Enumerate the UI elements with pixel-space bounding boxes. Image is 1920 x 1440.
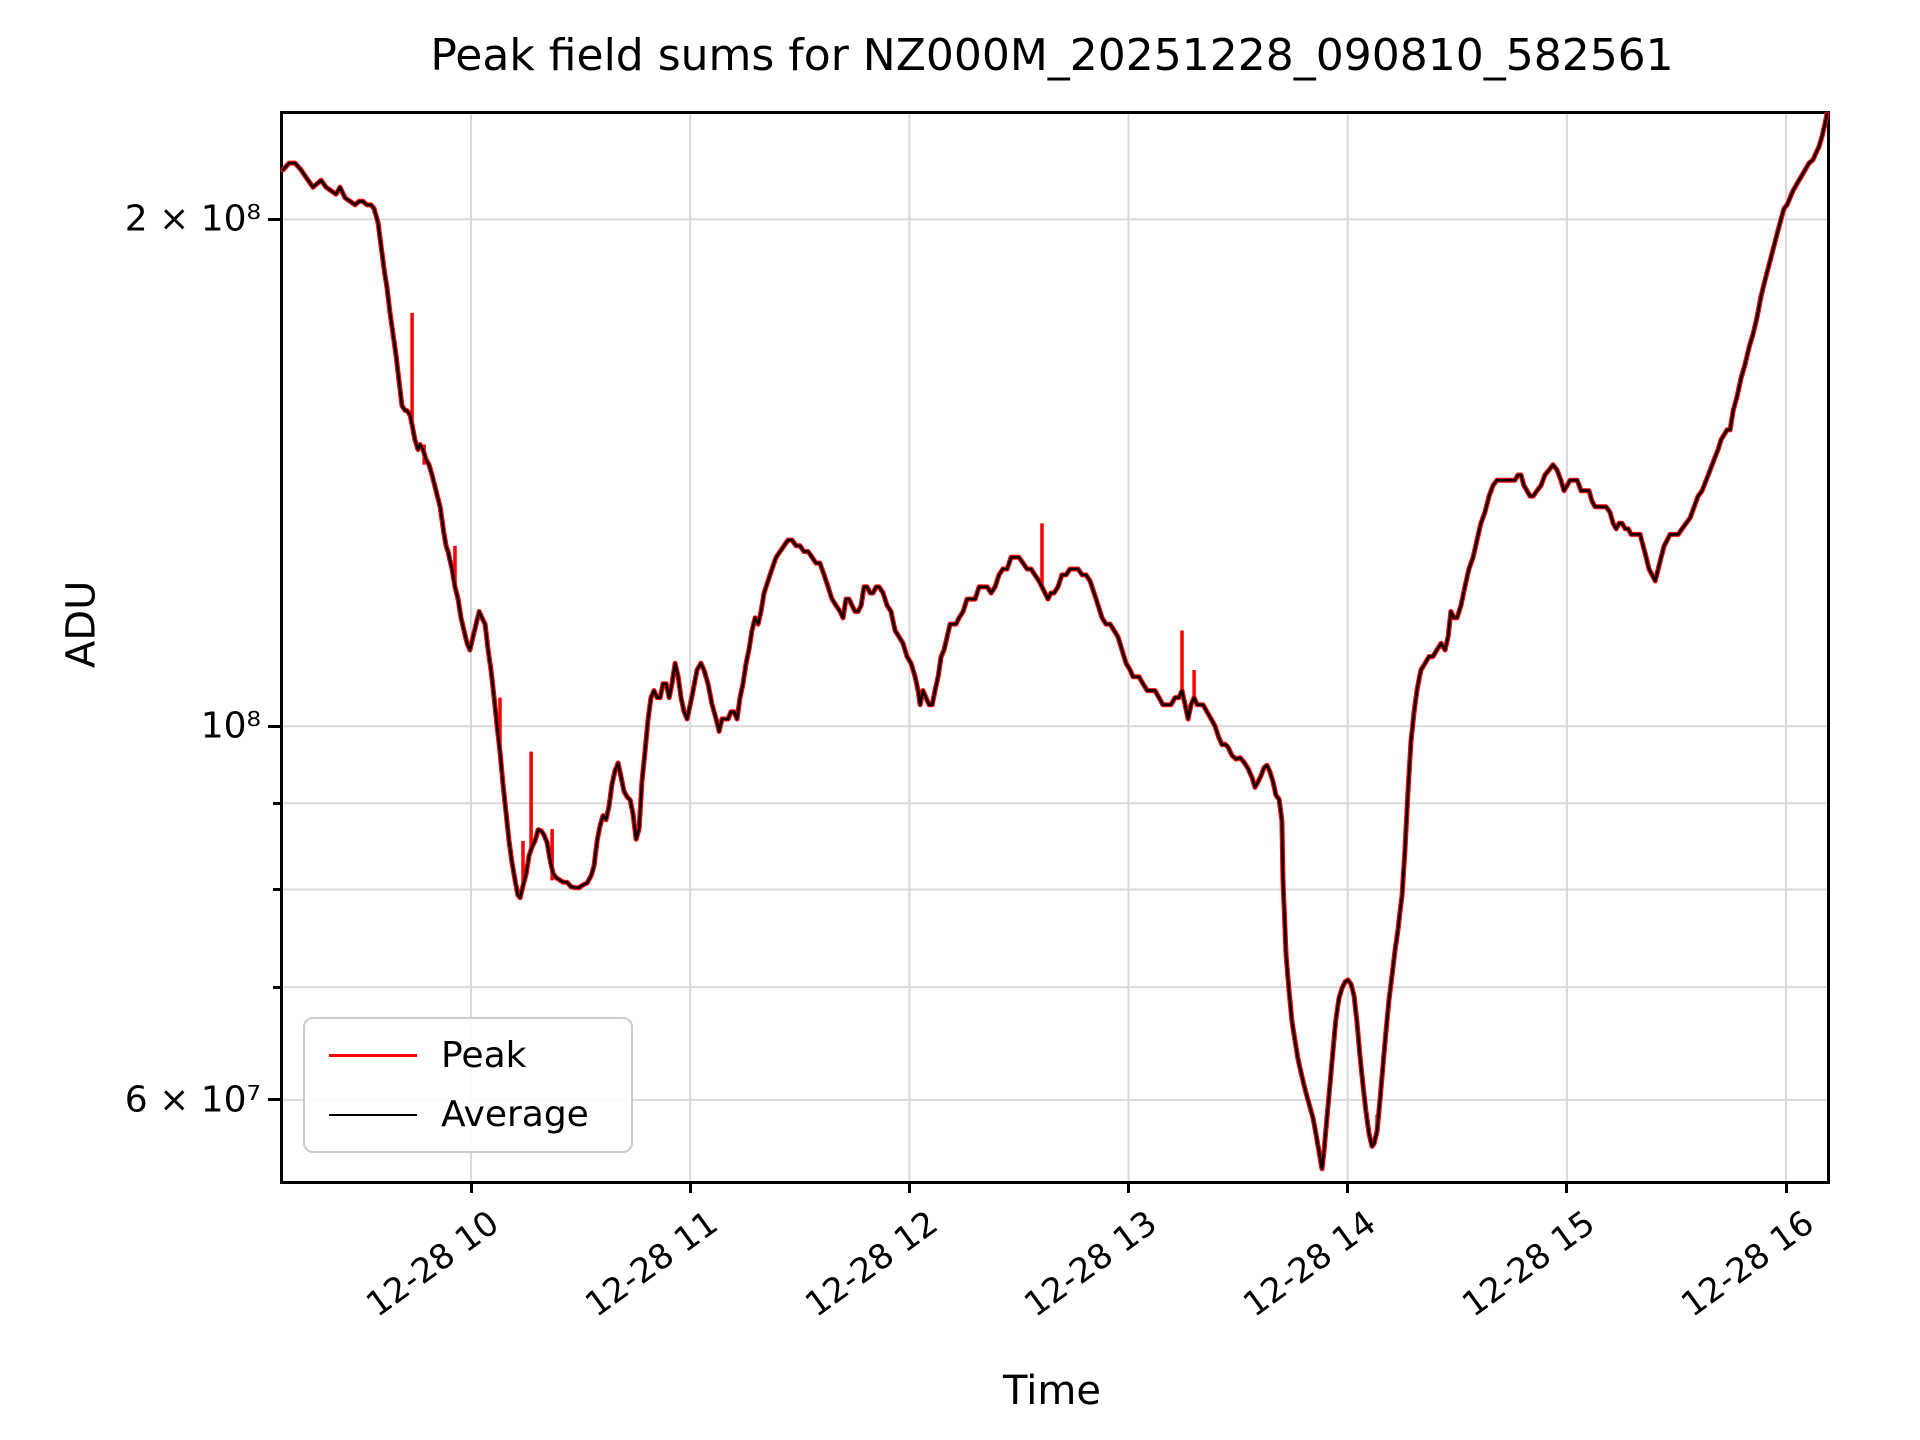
x-tick-mark xyxy=(907,1181,911,1193)
x-tick-mark xyxy=(1784,1181,1788,1193)
y-tick-mark xyxy=(268,1098,280,1102)
x-tick-label: 12-28 12 xyxy=(797,1203,945,1326)
y-tick-mark xyxy=(273,985,280,989)
x-tick-mark xyxy=(469,1181,473,1193)
legend-entry-average: Average xyxy=(329,1094,607,1135)
y-tick-label: 10⁸ xyxy=(200,705,261,747)
y-axis-label: ADU xyxy=(58,580,105,668)
peak-line-sample xyxy=(329,1054,417,1057)
legend-label-average: Average xyxy=(441,1094,589,1135)
y-tick-label: 2 × 10⁸ xyxy=(124,198,261,240)
y-tick-label: 6 × 10⁷ xyxy=(124,1079,261,1121)
x-tick-label: 12-28 13 xyxy=(1016,1203,1165,1326)
y-tick-mark xyxy=(273,801,280,805)
y-tick-mark xyxy=(268,217,280,221)
x-tick-label: 12-28 14 xyxy=(1236,1203,1384,1326)
legend-entry-peak: Peak xyxy=(329,1035,607,1076)
plot-area: Peak Average 2 × 10⁸ 10⁸ 6 × 10⁷ 12-28 10 12… xyxy=(125,111,1830,1325)
x-tick-label: 12-28 16 xyxy=(1674,1203,1822,1326)
legend: Peak Average xyxy=(303,1017,633,1153)
x-tick-mark xyxy=(1346,1181,1350,1193)
x-tick-mark xyxy=(1127,1181,1131,1193)
peak-line xyxy=(280,111,1830,1172)
x-tick-mark xyxy=(1565,1181,1569,1193)
average-line xyxy=(281,112,1829,1171)
x-tick-label: 12-28 11 xyxy=(578,1203,726,1326)
x-axis-label: Time xyxy=(1003,1368,1101,1414)
y-tick-mark xyxy=(273,887,280,891)
chart-title: Peak field sums for NZ000M_20251228_0908… xyxy=(430,30,1674,81)
average-line-sample xyxy=(329,1113,417,1116)
legend-label-peak: Peak xyxy=(441,1035,527,1076)
x-tick-mark xyxy=(688,1181,692,1193)
x-tick-label: 12-28 15 xyxy=(1455,1203,1603,1326)
x-tick-label: 12-28 10 xyxy=(359,1203,507,1326)
y-tick-mark xyxy=(268,724,280,728)
